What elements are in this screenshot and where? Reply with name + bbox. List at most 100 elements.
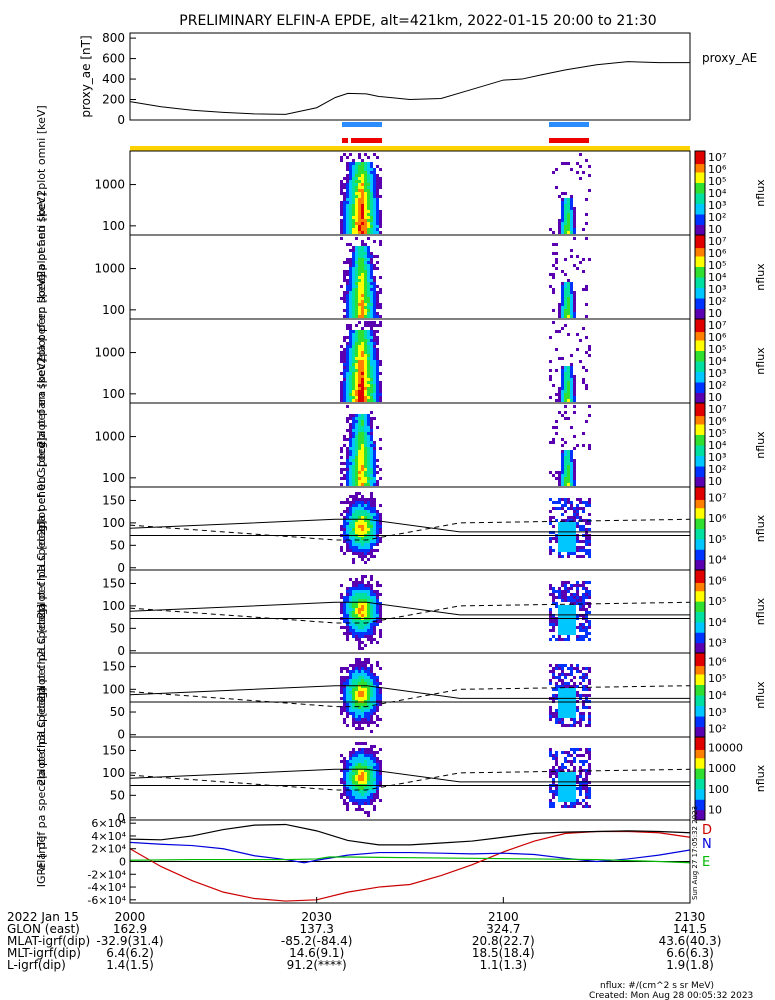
spectrogram-cell xyxy=(555,715,558,718)
colorbar-segment xyxy=(695,394,705,398)
colorbar-segment xyxy=(695,684,705,688)
spectrogram-cell xyxy=(555,369,558,372)
spectrogram-cell xyxy=(570,450,573,453)
spectrogram-cell xyxy=(361,339,364,342)
colorbar-segment xyxy=(695,692,705,696)
spectrogram-cell xyxy=(367,679,370,682)
spectrogram-cell xyxy=(582,596,585,599)
spectrogram-cell xyxy=(567,694,570,697)
spectrogram-cell xyxy=(355,676,358,679)
colorbar-segment xyxy=(695,449,705,452)
spectrogram-cell xyxy=(352,691,355,694)
colorbar-segment xyxy=(695,644,705,648)
spectrogram-cell xyxy=(352,339,355,342)
spectrogram-cell xyxy=(570,384,573,387)
spectrogram-cell xyxy=(352,697,355,700)
colorbar-segment xyxy=(695,705,705,709)
colorbar-segment xyxy=(695,405,705,408)
spectrogram-cell xyxy=(561,162,564,165)
spectrogram-cell xyxy=(549,706,552,709)
spectrogram-cell xyxy=(346,522,349,525)
colorbar-segment xyxy=(695,216,705,219)
spectrogram-cell xyxy=(364,516,367,519)
spectrogram-cell xyxy=(364,297,367,300)
spectrogram-cell xyxy=(340,706,343,709)
spectrogram-cell xyxy=(373,632,376,635)
spectrogram-cell xyxy=(340,384,343,387)
spectrogram-cell xyxy=(346,537,349,540)
spectrogram-cell xyxy=(346,465,349,468)
spectrogram-cell xyxy=(579,599,582,602)
spectrogram-cell xyxy=(588,504,591,507)
spectrogram-cell xyxy=(349,387,352,390)
spectrogram-cell xyxy=(361,390,364,393)
spectrogram-cell xyxy=(570,519,573,522)
spectrogram-cell xyxy=(358,459,361,462)
spectrogram-cell xyxy=(567,682,570,685)
spectrogram-cell xyxy=(582,787,585,790)
spectrogram-cell xyxy=(555,682,558,685)
spectrogram-cell xyxy=(370,635,373,638)
spectrogram-cell xyxy=(579,498,582,501)
spectrogram-cell xyxy=(355,808,358,811)
spectrogram-cell xyxy=(367,718,370,721)
spectrogram-cell xyxy=(567,522,570,525)
colorbar-segment xyxy=(695,298,705,301)
spectrogram-cell xyxy=(376,679,379,682)
spectrogram-cell xyxy=(349,474,352,477)
spectrogram-cell xyxy=(340,183,343,186)
spectrogram-cell xyxy=(576,584,579,587)
spectrogram-cell xyxy=(552,264,555,267)
spectrogram-cell xyxy=(367,811,370,814)
spectrogram-cell xyxy=(364,528,367,531)
colorbar-segment xyxy=(695,239,705,242)
spectrogram-cell xyxy=(579,623,582,626)
colorbar-segment xyxy=(695,501,705,505)
colorbar-tick-label: 10³ xyxy=(708,199,726,212)
spectrogram-cell xyxy=(355,751,358,754)
spectrogram-cell xyxy=(373,543,376,546)
spectrogram-cell xyxy=(343,213,346,216)
spectrogram-cell xyxy=(573,688,576,691)
spectrogram-cell xyxy=(352,198,355,201)
spectrogram-cell xyxy=(346,372,349,375)
spectrogram-cell xyxy=(376,354,379,357)
spectrogram-cell xyxy=(364,549,367,552)
spectrogram-cell xyxy=(340,682,343,685)
spectrogram-cell xyxy=(352,453,355,456)
spectrogram-cell xyxy=(358,330,361,333)
spectrogram-cell xyxy=(579,629,582,632)
spectrogram-cell xyxy=(352,231,355,234)
spectrogram-cell xyxy=(558,703,561,706)
spectrogram-cell xyxy=(561,387,564,390)
spectrogram-cell xyxy=(361,342,364,345)
spectrogram-cell xyxy=(570,453,573,456)
spectrogram-cell xyxy=(370,772,373,775)
spectrogram-cell xyxy=(376,393,379,396)
spectrogram-cell xyxy=(352,174,355,177)
spectrogram-cell xyxy=(355,605,358,608)
spectrogram-cell xyxy=(352,718,355,721)
spectrogram-cell xyxy=(570,718,573,721)
spectrogram-cell xyxy=(364,456,367,459)
spectrogram-cell xyxy=(355,709,358,712)
spectrogram-cell xyxy=(567,769,570,772)
spectrogram-cell xyxy=(358,201,361,204)
spectrogram-cell xyxy=(573,790,576,793)
spectrogram-cell xyxy=(364,787,367,790)
spectrogram-cell xyxy=(561,537,564,540)
spectrogram-cell xyxy=(367,345,370,348)
colorbar-segment xyxy=(695,457,705,461)
spectrogram-cell xyxy=(352,685,355,688)
spectrogram-cell xyxy=(549,670,552,673)
spectrogram-cell xyxy=(346,667,349,670)
loss-cone-solid-line xyxy=(129,601,690,616)
spectrogram-cell xyxy=(358,270,361,273)
spectrogram-cell xyxy=(355,363,358,366)
igrf-ytick-label: 0 xyxy=(119,856,126,869)
spectrogram-cell xyxy=(343,632,346,635)
colorbar-segment xyxy=(695,545,705,548)
spectrogram-cell xyxy=(343,602,346,605)
spectrogram-cell xyxy=(361,429,364,432)
spectrogram-cell xyxy=(352,611,355,614)
